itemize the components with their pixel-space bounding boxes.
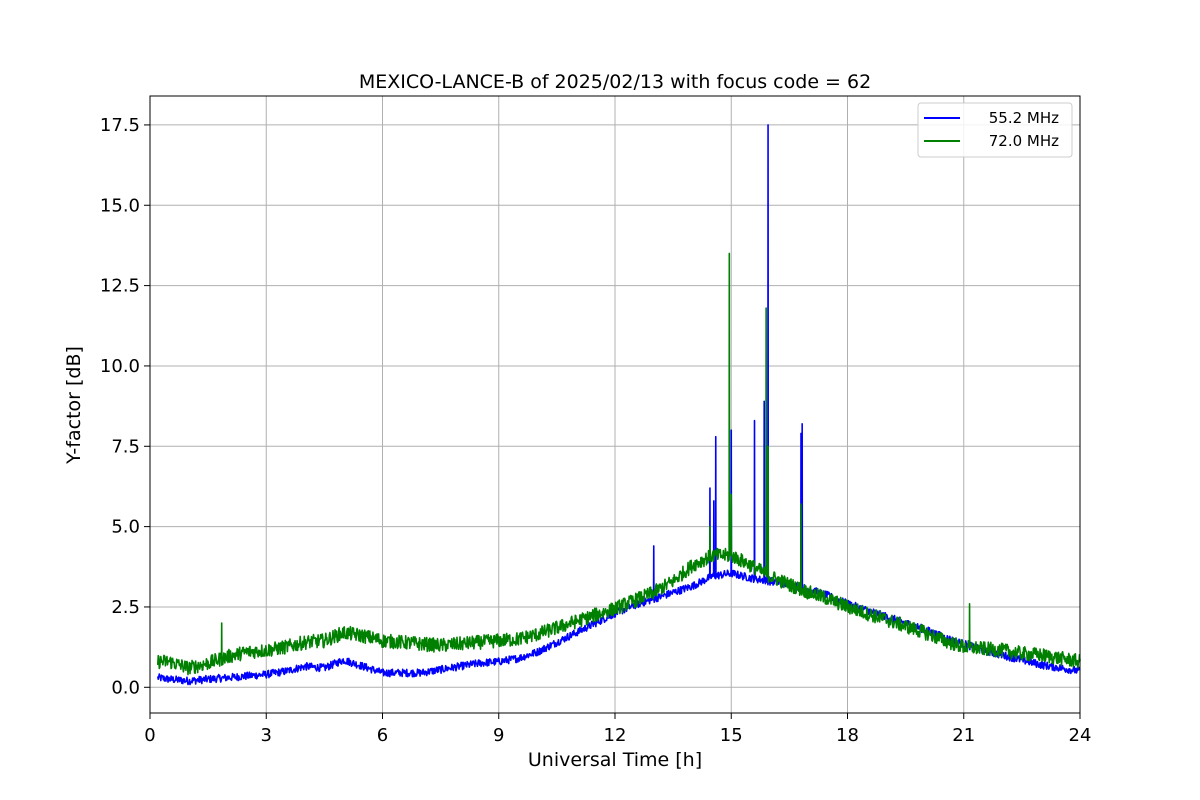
legend: 55.2 MHz 72.0 MHz	[917, 102, 1073, 158]
x-tick-label: 3	[261, 725, 272, 746]
y-tick-label: 10.0	[100, 356, 140, 377]
y-tick-label: 12.5	[100, 276, 140, 297]
y-tick-label: 17.5	[100, 115, 140, 136]
y-tick-label: 15.0	[100, 195, 140, 216]
x-tick-label: 21	[952, 725, 975, 746]
x-tick-label: 24	[1069, 725, 1092, 746]
legend-box	[917, 102, 1073, 158]
series-lines	[156, 124, 1081, 686]
x-tick-label: 12	[604, 725, 627, 746]
y-tick-label: 7.5	[111, 436, 140, 457]
x-axis-label: Universal Time [h]	[528, 749, 702, 771]
y-tick-label: 5.0	[111, 517, 140, 538]
legend-entry-1: 72.0 MHz	[989, 132, 1059, 150]
y-tick-label: 0.0	[111, 677, 140, 698]
x-axis: 0 3 6 9 12 15 18 21 24	[144, 713, 1091, 746]
x-tick-label: 15	[720, 725, 743, 746]
y-tick-label: 2.5	[111, 597, 140, 618]
y-axis: 0.0 2.5 5.0 7.5 10.0 12.5 15.0 17.5	[100, 115, 150, 698]
chart-title: MEXICO-LANCE-B of 2025/02/13 with focus …	[359, 71, 871, 93]
x-tick-label: 18	[836, 725, 859, 746]
x-tick-label: 0	[144, 725, 155, 746]
y-axis-label: Y-factor [dB]	[63, 346, 85, 465]
x-tick-label: 6	[377, 725, 388, 746]
x-tick-label: 9	[493, 725, 504, 746]
legend-entry-0: 55.2 MHz	[989, 109, 1059, 127]
series-line-1	[156, 252, 1081, 676]
